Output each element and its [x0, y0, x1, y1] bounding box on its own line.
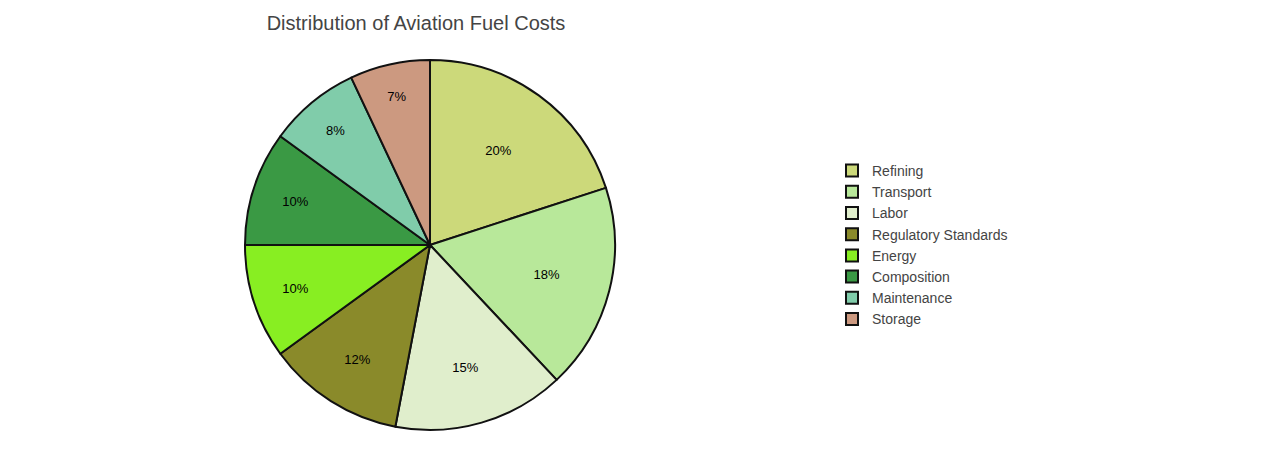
svg-text:15%: 15%	[452, 360, 478, 375]
svg-text:8%: 8%	[326, 123, 345, 138]
svg-text:Refining: Refining	[872, 163, 923, 179]
svg-text:Storage: Storage	[872, 311, 921, 327]
svg-text:18%: 18%	[533, 267, 559, 282]
svg-text:7%: 7%	[387, 89, 406, 104]
svg-text:20%: 20%	[485, 143, 511, 158]
svg-text:10%: 10%	[282, 281, 308, 296]
svg-text:Composition: Composition	[872, 269, 950, 285]
svg-text:Distribution of Aviation Fuel: Distribution of Aviation Fuel Costs	[267, 12, 566, 34]
svg-text:10%: 10%	[282, 194, 308, 209]
svg-text:12%: 12%	[344, 352, 370, 367]
svg-text:Transport: Transport	[872, 184, 932, 200]
svg-text:Energy: Energy	[872, 248, 916, 264]
svg-text:Regulatory Standards: Regulatory Standards	[872, 227, 1007, 243]
svg-text:Labor: Labor	[872, 205, 908, 221]
svg-text:Maintenance: Maintenance	[872, 290, 952, 306]
